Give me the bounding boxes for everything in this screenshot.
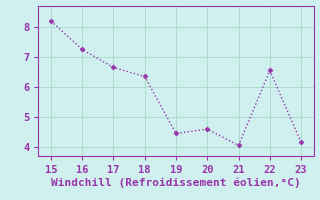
X-axis label: Windchill (Refroidissement éolien,°C): Windchill (Refroidissement éolien,°C): [51, 178, 301, 188]
